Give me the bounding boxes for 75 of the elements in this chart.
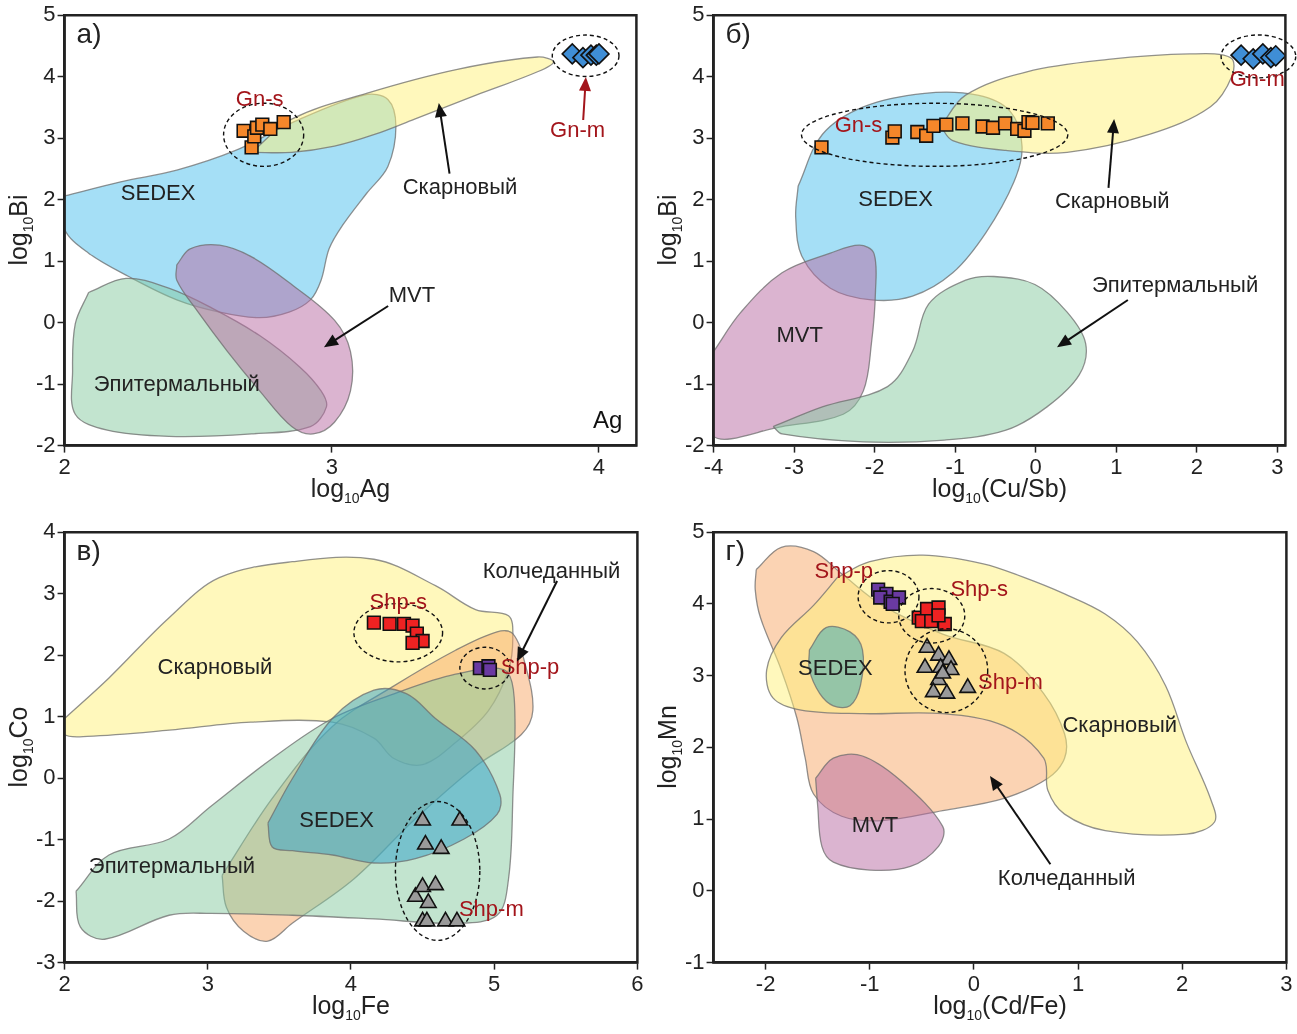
series-label: Gn-m (1229, 65, 1285, 91)
series-label: Скарновый (1062, 711, 1178, 737)
y-tick-label: -1 (36, 825, 56, 851)
y-tick-label: -2 (36, 887, 56, 913)
y-tick-label: 3 (692, 661, 705, 687)
chart-title: б) (725, 17, 751, 49)
text: Gn-m (550, 116, 606, 142)
y-tick-label: -2 (36, 431, 56, 457)
y-tick-label: 1 (692, 805, 705, 831)
y-tick-label: 4 (43, 62, 56, 88)
series-label: SEDEX (299, 807, 375, 833)
y-tick-label: 2 (43, 185, 56, 211)
y-tick-label: -1 (685, 370, 705, 396)
y-tick-label: 4 (692, 590, 705, 615)
series-label: Gn-s (235, 86, 284, 112)
series-label: Скарновый (157, 654, 273, 680)
y-tick-label: 2 (43, 641, 56, 667)
y-tick-label: 0 (692, 876, 705, 902)
y-tick-label: -2 (685, 431, 705, 457)
chart-title: г) (725, 534, 746, 566)
series-label: Эпитермальный (88, 853, 256, 879)
x-tick-label: 2 (1190, 453, 1203, 479)
text: Колчеданный (997, 864, 1136, 890)
y-tick-label: -1 (685, 948, 705, 974)
y-tick-label: 2 (692, 733, 705, 759)
x-tick-label: 2 (1176, 970, 1189, 996)
x-tick-label: 4 (592, 453, 606, 479)
y-tick-label: 5 (692, 1, 705, 27)
x-tick-label: 3 (1271, 453, 1284, 479)
y-tick-label: 0 (43, 308, 56, 334)
text: Скарновый (402, 174, 518, 200)
y-tick-label: 3 (43, 579, 56, 605)
y-tick-label: 4 (692, 62, 705, 88)
x-tick-label: -4 (703, 453, 724, 479)
y-tick-label: 1 (43, 702, 56, 728)
legend-label: Shp-s (950, 575, 1008, 601)
y-tick-label: 3 (43, 124, 56, 150)
y-tick-label: 5 (43, 1, 56, 27)
series-label: Gn-s (834, 111, 883, 137)
x-tick-label: -2 (755, 970, 776, 996)
y-tick-label: 1 (692, 247, 705, 273)
series-label: Shp-p (814, 557, 874, 583)
text: Колчеданный (482, 557, 621, 583)
series-label: SEDEX (120, 179, 196, 205)
y-tick-label: 2 (692, 185, 705, 211)
x-tick-label: -2 (864, 453, 885, 479)
chart-title: а) (76, 17, 102, 49)
series-label: Эпитермальный (1091, 272, 1259, 298)
x-tick-label: 3 (201, 970, 214, 996)
x-tick-label: 6 (631, 970, 644, 996)
series-label: Shp-s (369, 588, 427, 614)
series-label: Shp-m (978, 668, 1043, 694)
text: MVT (388, 282, 436, 308)
y-tick-label: -3 (36, 948, 56, 974)
x-tick-label: -3 (784, 453, 804, 479)
x-tick-label: 5 (488, 970, 501, 996)
series-label: MVT (776, 321, 823, 347)
series-label: MVT (851, 812, 899, 838)
series-label: SEDEX (858, 185, 934, 211)
y-tick-label: 0 (43, 764, 56, 790)
y-tick-label: 4 (43, 518, 56, 544)
x-tick-label: -1 (860, 970, 880, 996)
x-tick-label: 3 (1280, 970, 1293, 996)
y-tick-label: -1 (36, 370, 56, 396)
y-tick-label: 3 (692, 124, 705, 150)
y-tick-label: 1 (43, 247, 56, 273)
y-tick-label: 5 (692, 518, 705, 544)
x-tick-label: 1 (1110, 453, 1123, 479)
y-tick-label: 0 (692, 308, 705, 334)
series-label: Эпитермальный (93, 371, 260, 397)
series-label: Скарновый (1054, 187, 1170, 213)
chart-title: в) (76, 534, 101, 566)
annotation: Ag (593, 406, 623, 434)
series-label: Shp-m (458, 896, 524, 922)
x-tick-label: 1 (1071, 970, 1085, 996)
